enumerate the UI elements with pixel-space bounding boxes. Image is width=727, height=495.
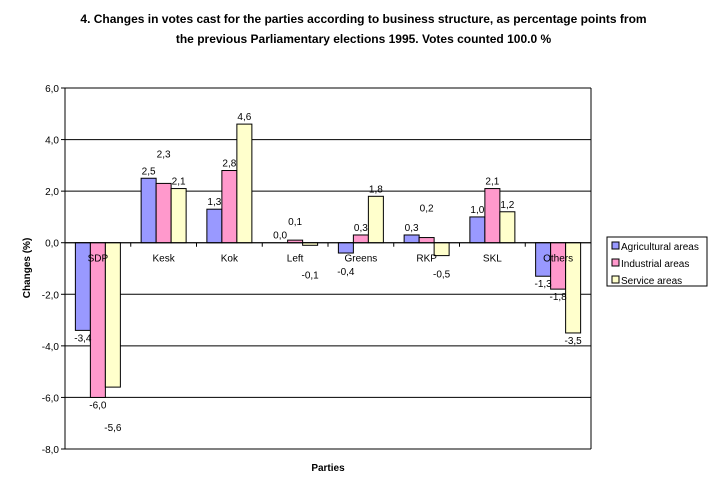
- legend-label: Agricultural areas: [621, 242, 699, 253]
- data-label: 4,6: [237, 112, 251, 123]
- x-tick-label: SKL: [483, 254, 502, 265]
- legend-swatch: [611, 241, 620, 250]
- data-label: 0,0: [273, 231, 287, 242]
- legend-swatch: [611, 258, 620, 267]
- data-label: 2,1: [172, 177, 186, 188]
- y-tick-label: 0,0: [45, 239, 59, 250]
- y-tick-label: -6,0: [42, 393, 60, 404]
- y-tick-label: 2,0: [45, 187, 59, 198]
- x-tick-label: Kesk: [153, 254, 176, 265]
- data-label: 2,3: [157, 149, 171, 160]
- data-label: 0,3: [405, 223, 419, 234]
- bar-rkp-1: [418, 237, 435, 244]
- data-label: 0,3: [354, 223, 368, 234]
- bar-kesk-0: [140, 177, 157, 244]
- y-tick-label: 6,0: [45, 84, 59, 95]
- data-label: -5,6: [104, 423, 122, 434]
- legend-label: Industrial areas: [621, 259, 689, 270]
- bar-greens-2: [367, 195, 384, 244]
- y-tick-label: -4,0: [42, 342, 60, 353]
- bar-kok-1: [221, 170, 238, 244]
- y-tick-label: -2,0: [42, 290, 60, 301]
- bar-kesk-2: [170, 188, 187, 244]
- data-label: 1,3: [207, 197, 221, 208]
- x-tick-label: Kok: [221, 254, 239, 265]
- x-tick-label: SDP: [88, 254, 109, 265]
- bar-skl-1: [484, 188, 501, 244]
- legend-label: Service areas: [621, 276, 682, 287]
- bar-sdp-1: [89, 242, 106, 398]
- legend-swatch: [611, 275, 620, 284]
- y-tick-label: -8,0: [42, 445, 60, 456]
- chart-title-line-1: 4. Changes in votes cast for the parties…: [80, 12, 647, 26]
- bar-skl-0: [469, 216, 486, 244]
- data-label: -3,4: [74, 333, 92, 344]
- x-tick-label: RKP: [416, 254, 437, 265]
- data-label: 0,1: [288, 217, 302, 228]
- chart-title-line-2: the previous Parliamentary elections 199…: [175, 32, 552, 46]
- data-label: 2,8: [222, 159, 236, 170]
- data-label: -1,3: [535, 279, 553, 290]
- bar-kok-0: [206, 208, 223, 244]
- x-tick-label: Greens: [344, 254, 377, 265]
- bar-greens-0: [337, 242, 354, 254]
- data-label: 0,2: [420, 204, 434, 215]
- bar-greens-1: [352, 234, 369, 244]
- y-tick-label: 4,0: [45, 136, 59, 147]
- x-axis-title: Parties: [311, 463, 345, 474]
- data-label: -1,8: [550, 292, 568, 303]
- legend: [606, 236, 708, 287]
- data-label: 1,8: [369, 184, 383, 195]
- data-label: 2,1: [485, 177, 499, 188]
- y-axis-title: Changes (%): [22, 238, 33, 299]
- data-label: -0,5: [433, 270, 451, 281]
- data-label: 1,2: [500, 200, 514, 211]
- data-label: -0,1: [302, 270, 320, 281]
- bar-others-1: [550, 242, 567, 290]
- x-tick-label: Left: [287, 254, 304, 265]
- data-label: 2,5: [142, 166, 156, 177]
- bar-kesk-1: [155, 182, 172, 244]
- data-label: -6,0: [89, 400, 107, 411]
- x-tick-label: Others: [543, 254, 573, 265]
- data-label: 1,0: [470, 205, 484, 216]
- data-label: -3,5: [565, 336, 583, 347]
- bar-rkp-0: [403, 234, 420, 244]
- bar-kok-2: [236, 123, 253, 244]
- data-label: -0,4: [337, 267, 355, 278]
- bar-skl-2: [499, 211, 516, 244]
